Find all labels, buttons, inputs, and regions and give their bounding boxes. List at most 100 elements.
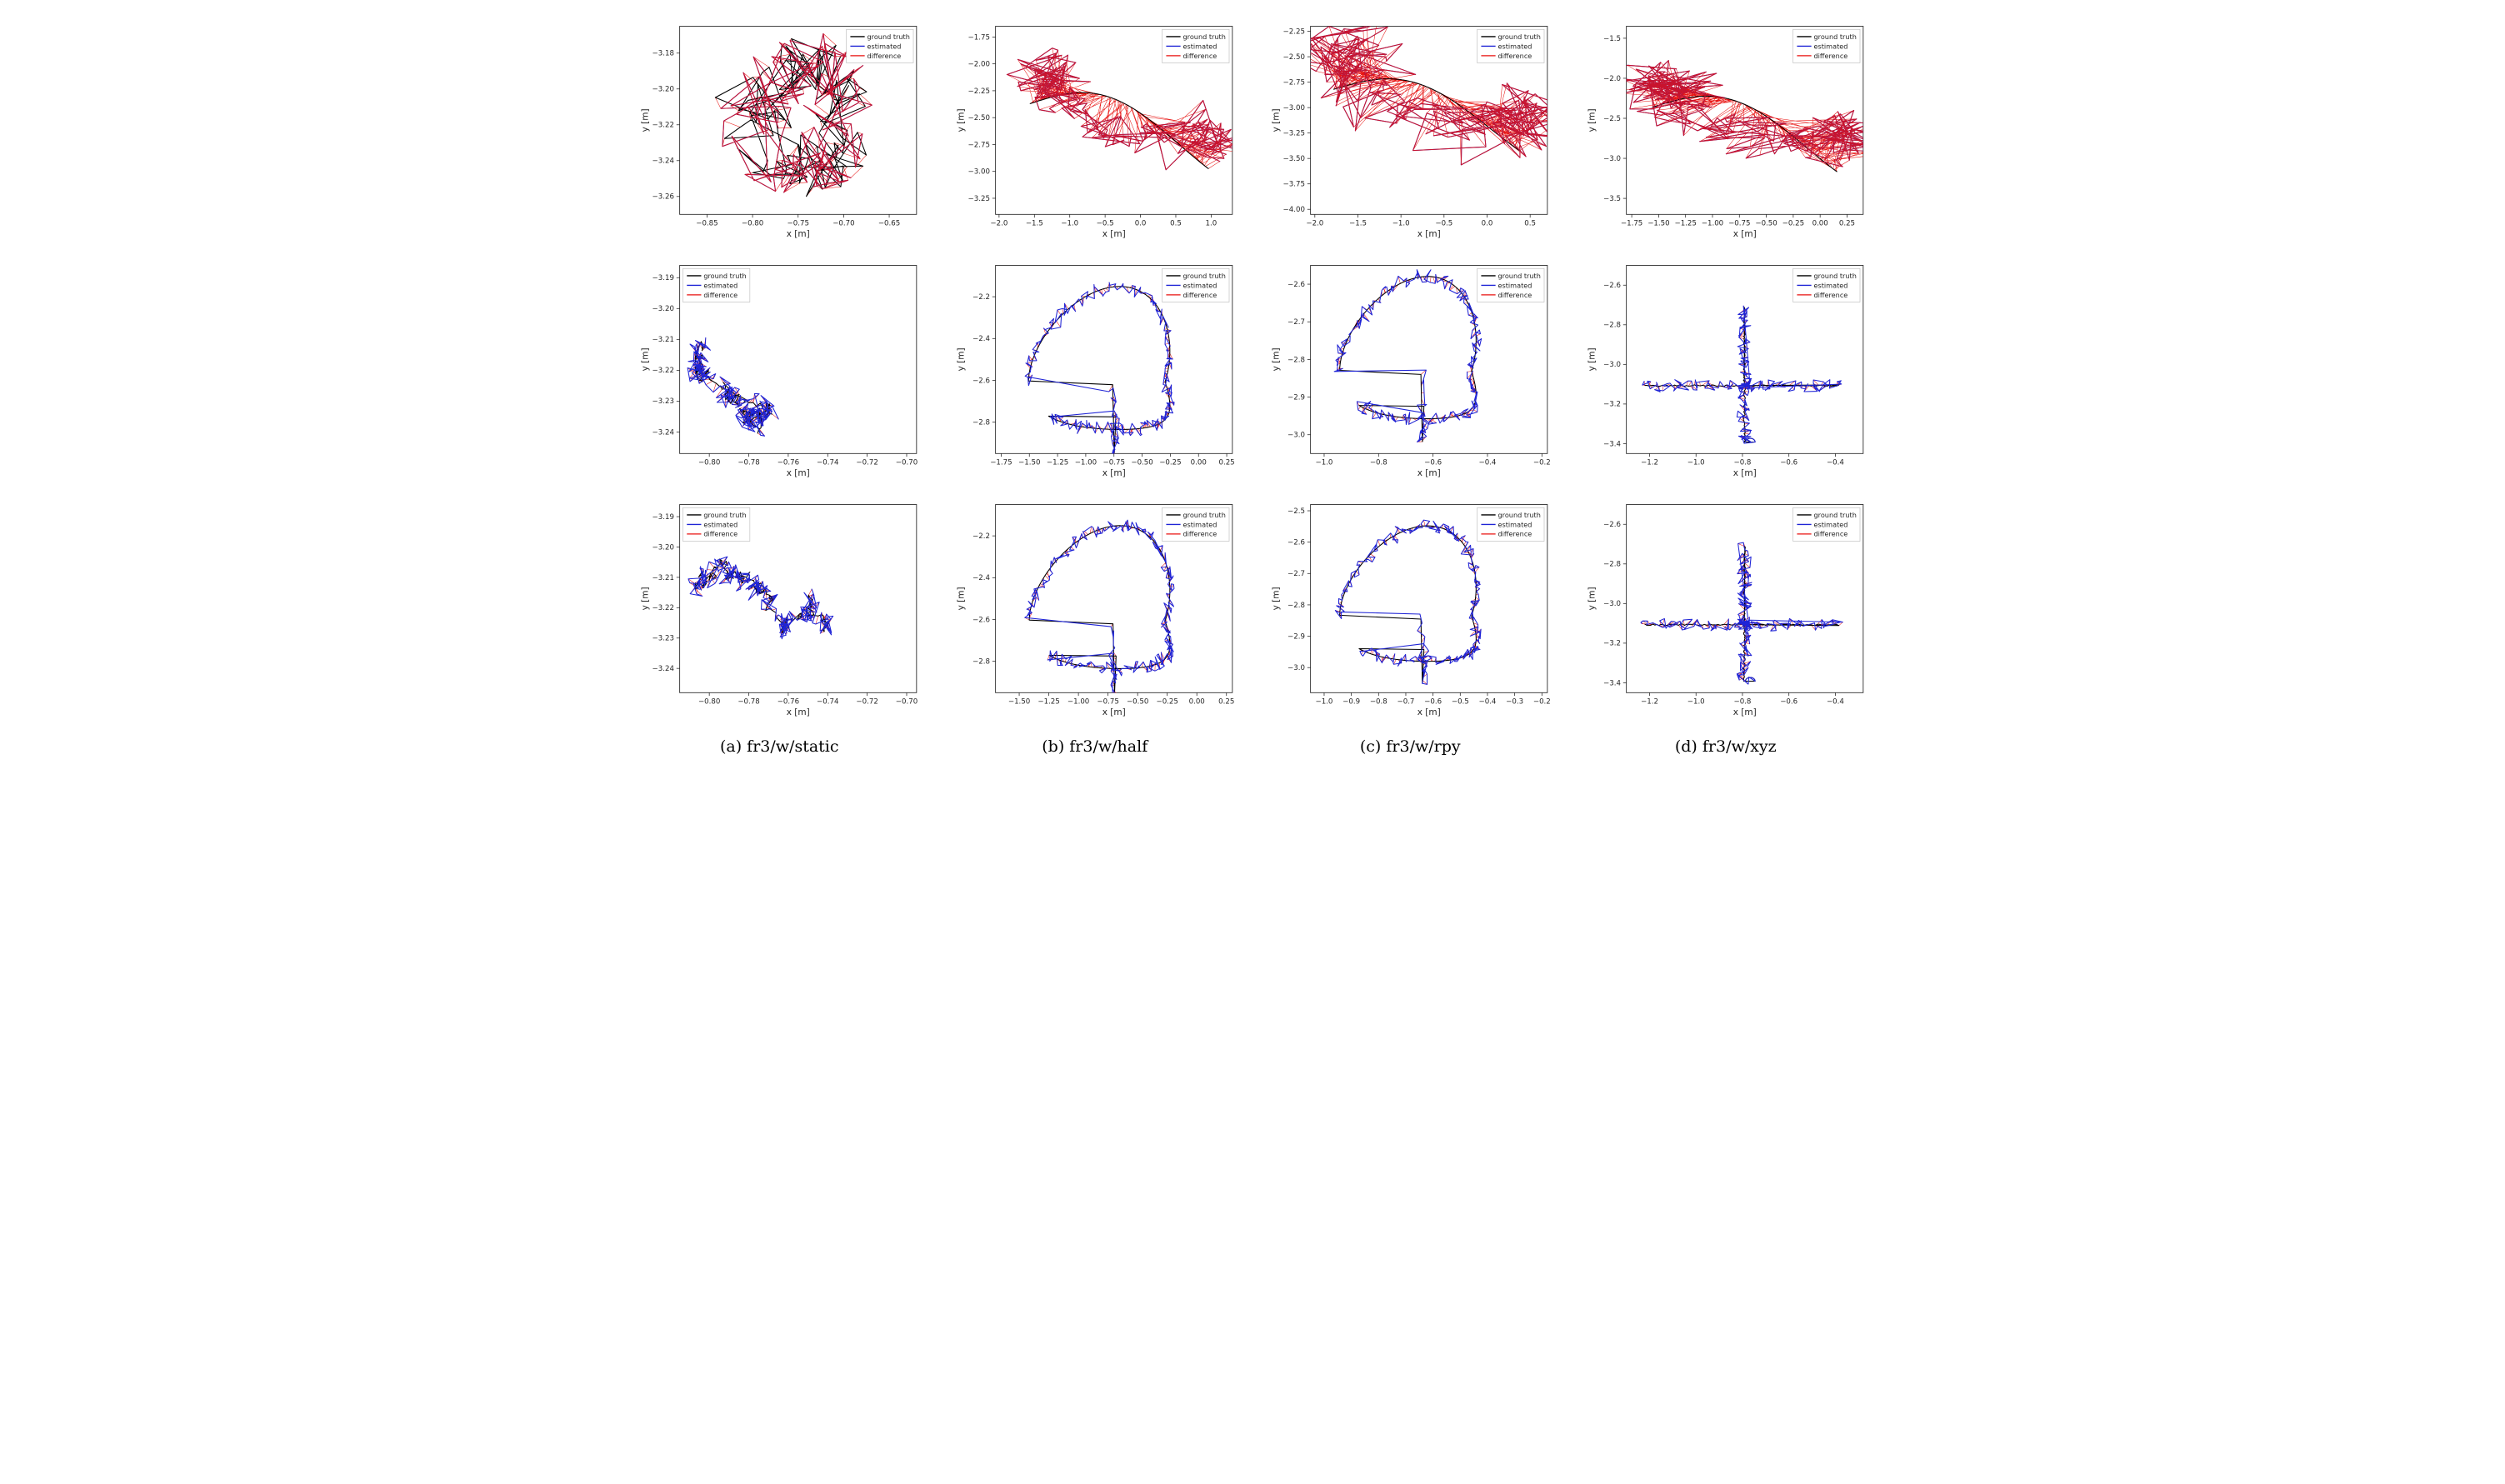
svg-text:estimated: estimated xyxy=(1813,520,1848,528)
svg-text:estimated: estimated xyxy=(703,520,738,528)
svg-text:y [m]: y [m] xyxy=(956,587,966,610)
svg-text:−1.25: −1.25 xyxy=(1674,220,1696,228)
plot-r3c1: −0.80−0.78−0.76−0.74−0.72−0.70−3.24−3.23… xyxy=(636,495,923,719)
svg-text:difference: difference xyxy=(1182,291,1217,299)
svg-text:−3.0: −3.0 xyxy=(1288,664,1305,672)
svg-text:−0.70: −0.70 xyxy=(896,459,918,467)
svg-text:−1.0: −1.0 xyxy=(1687,459,1704,467)
svg-text:−0.65: −0.65 xyxy=(878,220,900,228)
svg-text:−1.5: −1.5 xyxy=(1025,220,1042,228)
svg-text:x [m]: x [m] xyxy=(1102,468,1125,478)
svg-text:−1.25: −1.25 xyxy=(1046,459,1068,467)
svg-text:−0.85: −0.85 xyxy=(696,220,718,228)
svg-text:0.25: 0.25 xyxy=(1838,220,1854,228)
svg-text:−2.4: −2.4 xyxy=(972,335,990,343)
svg-text:−3.22: −3.22 xyxy=(652,604,674,612)
svg-text:0.5: 0.5 xyxy=(1170,220,1182,228)
svg-text:−3.18: −3.18 xyxy=(652,50,674,58)
svg-text:−3.25: −3.25 xyxy=(968,195,989,203)
svg-text:−0.6: −0.6 xyxy=(1780,459,1798,467)
svg-text:x [m]: x [m] xyxy=(1418,707,1441,717)
svg-text:−0.78: −0.78 xyxy=(738,697,759,706)
svg-text:−0.74: −0.74 xyxy=(817,697,838,706)
svg-text:−1.00: −1.00 xyxy=(1074,459,1096,467)
svg-text:−0.6: −0.6 xyxy=(1780,697,1798,706)
svg-text:estimated: estimated xyxy=(1498,520,1532,528)
svg-text:−3.25: −3.25 xyxy=(1283,130,1305,138)
svg-text:difference: difference xyxy=(1498,52,1532,60)
svg-text:−3.00: −3.00 xyxy=(1283,104,1305,112)
svg-text:ground truth: ground truth xyxy=(1813,511,1856,519)
svg-text:y [m]: y [m] xyxy=(1587,108,1597,132)
svg-text:−0.5: −0.5 xyxy=(1096,220,1113,228)
svg-text:−3.23: −3.23 xyxy=(652,634,674,642)
svg-text:−2.6: −2.6 xyxy=(1603,282,1621,290)
svg-text:x [m]: x [m] xyxy=(1732,229,1756,239)
svg-text:−2.25: −2.25 xyxy=(1283,27,1305,36)
svg-text:x [m]: x [m] xyxy=(787,707,810,717)
svg-text:−3.26: −3.26 xyxy=(652,193,674,202)
svg-text:−1.00: −1.00 xyxy=(1067,697,1088,706)
svg-text:−3.50: −3.50 xyxy=(1283,155,1305,163)
svg-text:−2.50: −2.50 xyxy=(968,114,989,122)
plot-r1c2: −2.0−1.5−1.0−0.50.00.51.0−3.25−3.00−2.75… xyxy=(952,17,1239,241)
svg-text:−0.50: −0.50 xyxy=(1131,459,1152,467)
svg-text:−0.75: −0.75 xyxy=(1102,459,1124,467)
svg-text:−3.21: −3.21 xyxy=(652,336,674,344)
svg-text:difference: difference xyxy=(868,52,902,60)
svg-text:estimated: estimated xyxy=(1182,42,1217,50)
svg-text:−2.9: −2.9 xyxy=(1288,393,1305,402)
svg-text:−0.75: −0.75 xyxy=(1097,697,1118,706)
svg-text:−2.6: −2.6 xyxy=(1288,538,1305,547)
svg-text:−3.22: −3.22 xyxy=(652,122,674,130)
svg-text:ground truth: ground truth xyxy=(703,511,746,519)
svg-text:−2.6: −2.6 xyxy=(1288,281,1305,289)
plot-r2c1: −0.80−0.78−0.76−0.74−0.72−0.70−3.24−3.23… xyxy=(636,256,923,480)
svg-text:−0.7: −0.7 xyxy=(1398,697,1415,706)
svg-text:−2.6: −2.6 xyxy=(1603,521,1621,529)
svg-text:−0.75: −0.75 xyxy=(788,220,809,228)
svg-text:difference: difference xyxy=(1813,52,1848,60)
svg-text:−2.7: −2.7 xyxy=(1288,570,1305,578)
svg-text:x [m]: x [m] xyxy=(787,468,810,478)
svg-text:0.00: 0.00 xyxy=(1188,697,1204,706)
svg-text:−0.50: −0.50 xyxy=(1755,220,1777,228)
svg-text:−2.8: −2.8 xyxy=(972,657,990,666)
plot-r3c4: −1.2−1.0−0.8−0.6−0.4−3.4−3.2−3.0−2.8−2.6… xyxy=(1582,495,1870,719)
svg-text:y [m]: y [m] xyxy=(640,347,650,371)
svg-text:−2.0: −2.0 xyxy=(1306,220,1323,228)
svg-text:−1.50: −1.50 xyxy=(1018,459,1040,467)
svg-text:−0.8: −0.8 xyxy=(1733,459,1751,467)
svg-text:0.00: 0.00 xyxy=(1812,220,1828,228)
svg-text:−3.2: −3.2 xyxy=(1603,401,1621,409)
svg-text:−2.0: −2.0 xyxy=(990,220,1008,228)
plot-r1c3: −2.0−1.5−1.0−0.50.00.5−4.00−3.75−3.50−3.… xyxy=(1267,17,1554,241)
svg-text:−1.0: −1.0 xyxy=(1316,459,1333,467)
svg-text:−0.8: −0.8 xyxy=(1733,697,1751,706)
svg-text:−3.24: −3.24 xyxy=(652,157,674,166)
svg-text:−0.5: −0.5 xyxy=(1452,697,1469,706)
svg-text:ground truth: ground truth xyxy=(1498,32,1541,41)
svg-text:−2.9: −2.9 xyxy=(1288,632,1305,641)
svg-text:y [m]: y [m] xyxy=(640,108,650,132)
svg-text:−0.4: −0.4 xyxy=(1479,459,1497,467)
svg-text:0.25: 0.25 xyxy=(1218,459,1234,467)
svg-text:x [m]: x [m] xyxy=(1102,707,1125,717)
svg-text:ground truth: ground truth xyxy=(1498,511,1541,519)
svg-text:ground truth: ground truth xyxy=(1182,272,1225,280)
svg-text:−2.75: −2.75 xyxy=(1283,78,1305,87)
svg-text:−3.0: −3.0 xyxy=(1288,431,1305,439)
svg-text:−2.8: −2.8 xyxy=(972,418,990,427)
svg-text:x [m]: x [m] xyxy=(1732,468,1756,478)
svg-text:−2.8: −2.8 xyxy=(1288,602,1305,610)
svg-text:−1.75: −1.75 xyxy=(990,459,1012,467)
svg-text:ground truth: ground truth xyxy=(1498,272,1541,280)
svg-text:−0.2: −0.2 xyxy=(1533,697,1551,706)
svg-text:0.0: 0.0 xyxy=(1134,220,1146,228)
svg-text:−0.80: −0.80 xyxy=(742,220,763,228)
plot-r1c1: −0.85−0.80−0.75−0.70−0.65−3.26−3.24−3.22… xyxy=(636,17,923,241)
caption-b: (b) fr3/w/half xyxy=(952,734,1239,756)
svg-text:−2.2: −2.2 xyxy=(972,532,990,541)
plot-r2c4: −1.2−1.0−0.8−0.6−0.4−3.4−3.2−3.0−2.8−2.6… xyxy=(1582,256,1870,480)
svg-text:−2.5: −2.5 xyxy=(1603,115,1621,123)
